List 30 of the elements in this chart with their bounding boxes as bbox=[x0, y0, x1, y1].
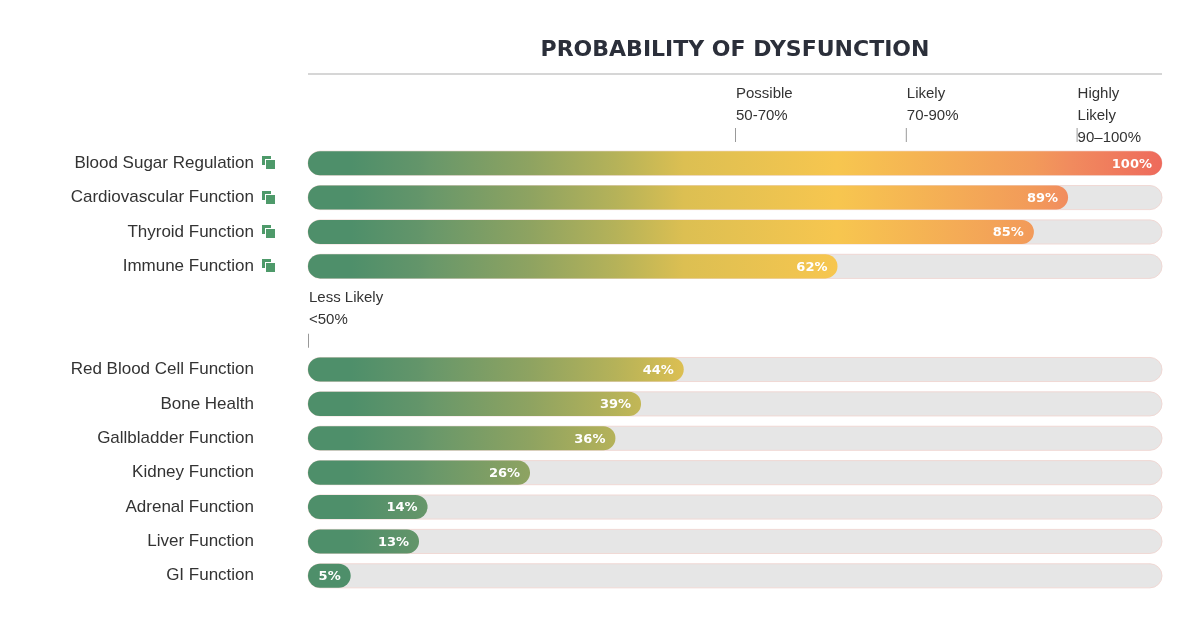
bar bbox=[308, 529, 420, 554]
y-tick-label: Immune Function bbox=[122, 256, 254, 276]
bar bbox=[308, 460, 531, 485]
data-label: 5% bbox=[318, 568, 341, 584]
y-tick-label: Gallbladder Function bbox=[97, 427, 254, 447]
data-label: 100% bbox=[1111, 155, 1152, 171]
y-tick-label: Red Blood Cell Function bbox=[70, 359, 254, 379]
y-tick-label: Cardiovascular Function bbox=[70, 187, 254, 207]
ref-line-label: Highly Likely 90–100% bbox=[1077, 83, 1142, 145]
bar bbox=[308, 495, 428, 520]
y-tick-label: Kidney Function bbox=[132, 462, 254, 482]
y-tick-label: GI Function bbox=[166, 565, 254, 585]
y-tick-label: Bone Health bbox=[160, 393, 254, 413]
y-tick-label: Adrenal Function bbox=[125, 496, 254, 516]
data-label: 44% bbox=[642, 361, 674, 377]
data-label: 13% bbox=[377, 533, 410, 549]
data-label: 26% bbox=[488, 465, 521, 481]
data-label: 85% bbox=[992, 224, 1024, 240]
ref-line-label: Possible 50-70% bbox=[736, 83, 793, 123]
y-tick-label: Thyroid Function bbox=[127, 221, 254, 241]
y-tick-label: Liver Function bbox=[147, 531, 254, 551]
data-label: 36% bbox=[574, 430, 606, 446]
chart-title: PROBABILITY OF DYSFUNCTION bbox=[540, 35, 930, 61]
data-label: 39% bbox=[599, 396, 632, 412]
data-label: 62% bbox=[796, 258, 828, 274]
y-tick-label: Blood Sugar Regulation bbox=[74, 152, 254, 172]
annotation: Less Likely <50% bbox=[309, 288, 384, 328]
data-label: 89% bbox=[1026, 189, 1059, 205]
data-label: 14% bbox=[386, 499, 418, 515]
ref-line-label: Likely 70-90% bbox=[906, 83, 959, 123]
